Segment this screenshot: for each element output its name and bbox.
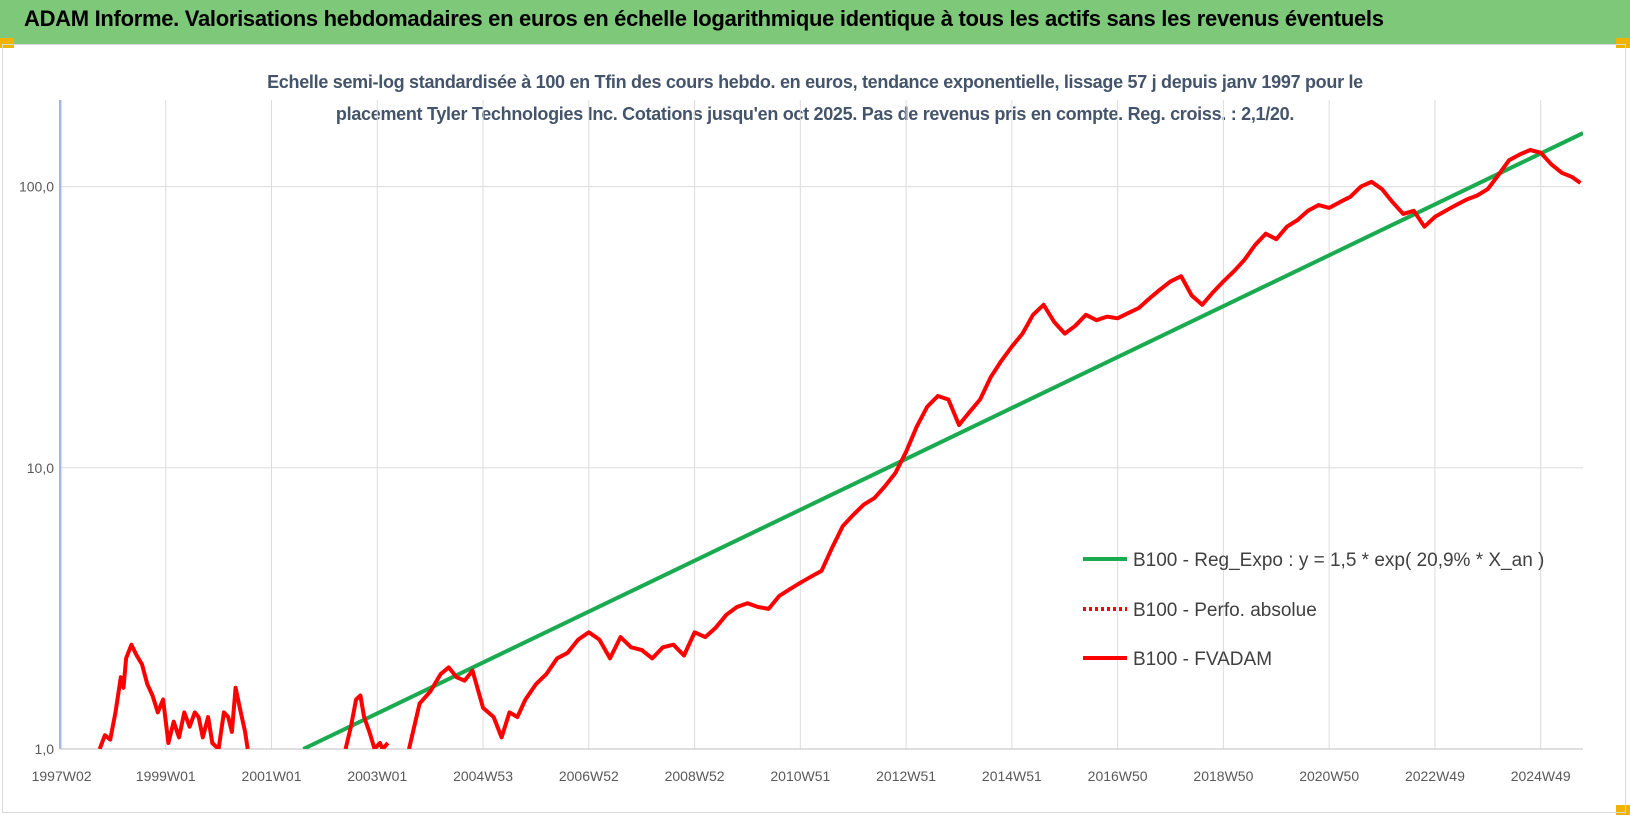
corner-accent-bottom-right (1616, 805, 1630, 815)
x-tick-label: 2018W50 (1193, 768, 1253, 784)
x-tick-label: 2010W51 (770, 768, 830, 784)
x-tick-label: 2024W49 (1511, 768, 1571, 784)
page-title: ADAM Informe. Valorisations hebdomadaire… (24, 6, 1384, 31)
legend-label-2: B100 - FVADAM (1133, 649, 1272, 670)
legend-label-1: B100 - Perfo. absolue (1133, 600, 1317, 621)
x-tick-label: 2006W52 (559, 768, 619, 784)
y-tick-label: 1,0 (35, 741, 55, 757)
y-tick-label: 100,0 (19, 179, 54, 195)
chart-title-line-2: placement Tyler Technologies Inc. Cotati… (335, 104, 1295, 124)
series-line-2 (97, 642, 250, 749)
chart-frame (2, 44, 1626, 813)
x-tick-label: 2001W01 (242, 768, 302, 784)
header-bar: ADAM Informe. Valorisations hebdomadaire… (0, 0, 1630, 44)
series-line-2 (343, 693, 390, 749)
x-tick-label: 2012W51 (876, 768, 936, 784)
x-tick-label: 2003W01 (347, 768, 407, 784)
x-tick-label: 2008W52 (665, 768, 725, 784)
series-line-2 (407, 148, 1582, 749)
series-line-0 (302, 131, 1583, 749)
x-tick-label: 2022W49 (1405, 768, 1465, 784)
legend-label-0: B100 - Reg_Expo : y = 1,5 * exp( 20,9% *… (1133, 550, 1544, 571)
x-tick-label: 2020W50 (1299, 768, 1359, 784)
x-tick-label: 1997W02 (32, 768, 92, 784)
chart-title-line-1: Echelle semi-log standardisée à 100 en T… (267, 72, 1363, 92)
x-tick-label: 1999W01 (136, 768, 196, 784)
x-tick-label: 2016W50 (1088, 768, 1148, 784)
x-tick-label: 2004W53 (453, 768, 513, 784)
corner-accent-top-left (0, 38, 14, 48)
corner-accent-top-right (1616, 38, 1630, 48)
y-tick-label: 10,0 (27, 460, 54, 476)
x-tick-label: 2014W51 (982, 768, 1042, 784)
